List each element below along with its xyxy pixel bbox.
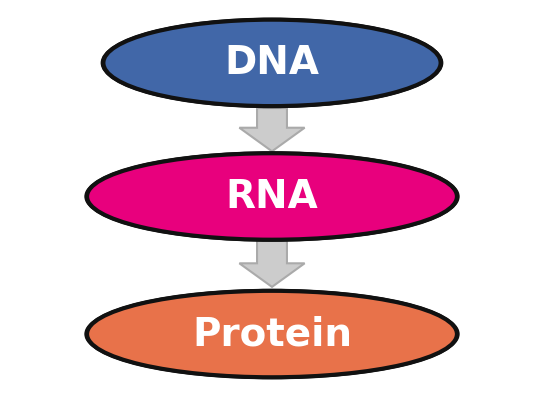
Text: Protein: Protein	[192, 315, 352, 353]
Ellipse shape	[87, 153, 457, 240]
Ellipse shape	[103, 20, 441, 106]
Polygon shape	[239, 108, 305, 151]
Text: RNA: RNA	[226, 178, 318, 215]
Ellipse shape	[101, 18, 443, 108]
Ellipse shape	[84, 151, 460, 242]
Ellipse shape	[87, 291, 457, 377]
Text: DNA: DNA	[225, 44, 319, 82]
Polygon shape	[239, 240, 305, 287]
Ellipse shape	[84, 289, 460, 379]
